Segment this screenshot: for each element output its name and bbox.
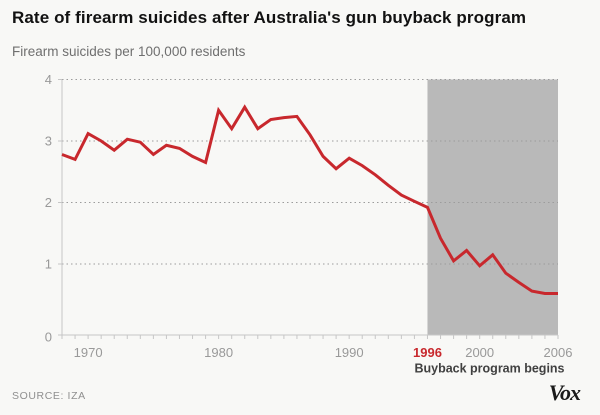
- source-note: SOURCE: IZA: [12, 390, 86, 402]
- x-tick-label-1996: 1996: [413, 345, 442, 360]
- buyback-region-label: Buyback program begins: [414, 362, 564, 376]
- suicide-rate-line: [61, 104, 558, 295]
- x-tick-label-1970: 1970: [74, 345, 103, 360]
- y-tick-label-4: 4: [45, 72, 52, 87]
- y-tick-label-3: 3: [45, 134, 52, 149]
- x-tick-label-1980: 1980: [204, 345, 233, 360]
- buyback-region: [427, 79, 558, 335]
- y-tick-label-2: 2: [45, 195, 52, 210]
- y-tick-label-0: 0: [45, 330, 52, 345]
- vox-logo: Vox: [548, 380, 581, 405]
- x-tick-label-2006: 2006: [544, 345, 573, 360]
- x-tick-label-2000: 2000: [465, 345, 494, 360]
- chart-subtitle: Firearm suicides per 100,000 residents: [12, 44, 246, 59]
- chart-title: Rate of firearm suicides after Australia…: [12, 8, 527, 27]
- x-tick-label-1990: 1990: [335, 345, 364, 360]
- y-tick-label-1: 1: [45, 257, 52, 272]
